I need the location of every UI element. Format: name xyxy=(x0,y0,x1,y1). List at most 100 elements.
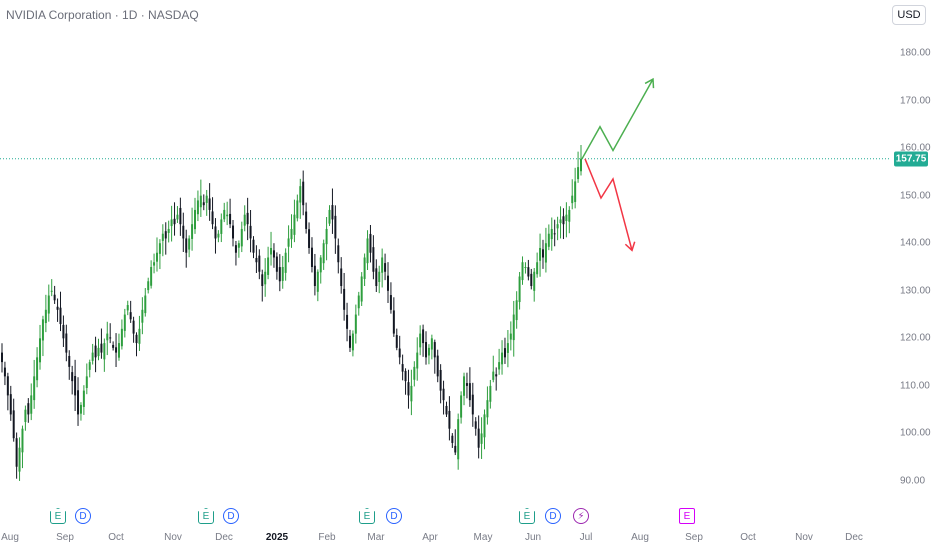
candle-body xyxy=(413,366,416,380)
candle-body xyxy=(117,343,120,358)
candle-body xyxy=(506,343,509,353)
x-tick-label: Jun xyxy=(524,532,542,543)
candle-body xyxy=(144,295,147,314)
y-tick-label: 170.00 xyxy=(900,95,931,107)
y-tick-label: 150.00 xyxy=(900,190,931,202)
candle-body xyxy=(126,305,129,311)
candle-body xyxy=(284,252,287,273)
candle-body xyxy=(141,309,144,323)
x-tick-label: Dec xyxy=(215,532,233,543)
candle-body xyxy=(103,343,106,360)
y-tick-label: 140.00 xyxy=(900,237,931,249)
candle-body xyxy=(173,218,176,225)
candle-body xyxy=(47,295,50,314)
candle-body xyxy=(71,372,74,382)
candle-body xyxy=(56,306,59,310)
candle-body xyxy=(296,200,299,219)
candle-body xyxy=(577,167,580,180)
candle-body xyxy=(571,195,574,204)
candle-body xyxy=(39,338,42,363)
earnings-icon[interactable]: E xyxy=(198,508,214,524)
currency-button[interactable]: USD xyxy=(892,5,926,25)
candle-body xyxy=(580,158,582,172)
dividend-icon[interactable]: D xyxy=(223,508,239,524)
candle-body xyxy=(44,309,47,324)
candle-body xyxy=(381,257,384,273)
candle-body xyxy=(439,369,442,391)
candle-body xyxy=(53,294,56,301)
candle-body xyxy=(354,314,357,334)
candle-body xyxy=(501,352,504,365)
candle-body xyxy=(94,345,97,358)
candle-body xyxy=(454,445,457,453)
candle-body xyxy=(176,214,179,220)
x-tick-label: Aug xyxy=(1,532,19,543)
candle-body xyxy=(287,238,290,247)
candle-body xyxy=(430,338,433,350)
candle-body xyxy=(524,267,527,268)
candle-body xyxy=(366,238,369,264)
dividend-icon[interactable]: D xyxy=(386,508,402,524)
candle-body xyxy=(337,245,340,263)
candle-body xyxy=(129,312,132,320)
y-tick-label: 120.00 xyxy=(900,332,931,344)
earnings-icon[interactable]: E xyxy=(359,508,375,524)
candle-body xyxy=(211,211,214,225)
candle-body xyxy=(369,233,372,253)
candle-body xyxy=(348,335,351,348)
candle-body xyxy=(498,362,501,370)
candle-body xyxy=(97,347,100,357)
earnings-icon[interactable]: E xyxy=(50,508,66,524)
candle-body xyxy=(278,267,281,282)
candle-body xyxy=(293,214,296,235)
x-tick-label: Nov xyxy=(164,532,182,543)
dividend-icon[interactable]: D xyxy=(75,508,91,524)
candle-body xyxy=(196,200,199,215)
candle-body xyxy=(331,205,334,220)
x-tick-label: Aug xyxy=(631,532,649,543)
candle-body xyxy=(422,329,425,344)
candle-body xyxy=(237,243,240,248)
candle-body xyxy=(319,257,322,273)
candle-body xyxy=(229,213,232,225)
candle-body xyxy=(135,334,138,344)
candle-body xyxy=(249,225,252,239)
candle-body xyxy=(398,348,401,358)
candle-body xyxy=(223,209,226,220)
candle-body xyxy=(360,276,363,302)
candle-body xyxy=(290,228,293,240)
candle-body xyxy=(267,257,270,275)
candle-body xyxy=(445,405,448,415)
x-tick-label: Sep xyxy=(56,532,74,543)
candle-body xyxy=(161,233,164,241)
candle-body xyxy=(106,333,109,341)
candle-body xyxy=(457,419,460,460)
candle-body xyxy=(465,383,468,386)
candle-body xyxy=(436,355,439,377)
candle-body xyxy=(6,376,9,396)
candle-body xyxy=(9,394,12,415)
candle-body xyxy=(474,421,477,429)
candle-body xyxy=(372,247,375,272)
candle-body xyxy=(559,219,562,224)
candle-body xyxy=(220,219,223,234)
candle-body xyxy=(433,342,436,358)
candle-body xyxy=(407,382,410,396)
future-earnings-icon[interactable]: E xyxy=(679,508,695,524)
earnings-icon[interactable]: E xyxy=(519,508,535,524)
candle-body xyxy=(217,233,220,238)
candle-body xyxy=(536,262,539,275)
candle-body xyxy=(214,226,217,239)
dividend-icon[interactable]: D xyxy=(545,508,561,524)
candle-body xyxy=(194,209,196,230)
split-icon[interactable]: ⚡ xyxy=(573,508,589,524)
candle-body xyxy=(132,320,135,334)
candle-body xyxy=(226,214,229,217)
candle-body xyxy=(88,362,91,370)
candle-body xyxy=(170,219,173,227)
candle-body xyxy=(59,307,62,325)
candle-body xyxy=(272,250,275,258)
candle-body xyxy=(427,347,430,356)
candle-body xyxy=(544,243,547,263)
